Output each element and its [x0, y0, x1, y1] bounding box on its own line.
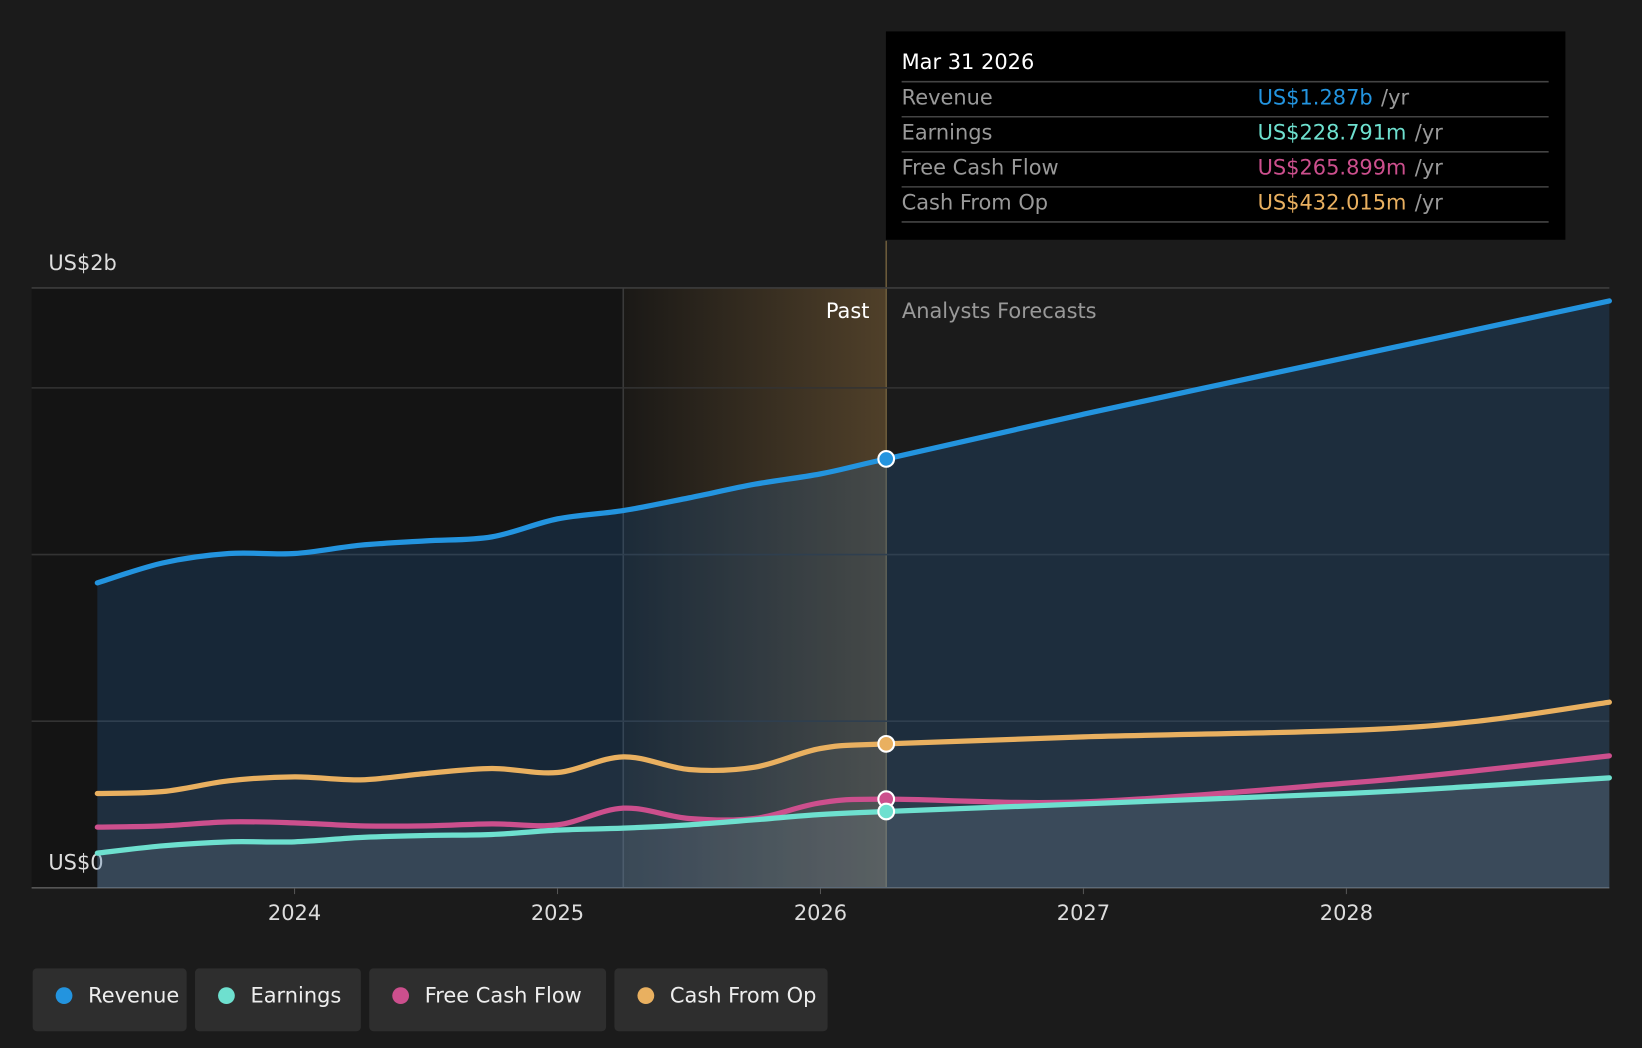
past-label: Past — [826, 299, 870, 323]
tooltip-box — [885, 31, 1566, 240]
tooltip-unit: /yr — [1381, 85, 1409, 109]
legend-swatch — [392, 987, 410, 1005]
legend-button[interactable] — [195, 968, 361, 1032]
legend-item[interactable]: Revenue — [32, 968, 187, 1032]
x-tick-label: 2025 — [531, 901, 584, 925]
x-tick-label: 2026 — [794, 901, 847, 925]
y-tick-label: US$2b — [48, 251, 117, 275]
series-area — [97, 300, 1610, 888]
x-tick-label: 2024 — [268, 901, 321, 925]
legend-button[interactable] — [369, 968, 607, 1032]
tooltip-unit: /yr — [1415, 156, 1443, 180]
legend-item[interactable]: Free Cash Flow — [369, 968, 607, 1032]
legend-item[interactable]: Cash From Op — [614, 968, 828, 1032]
legend-swatch — [637, 987, 655, 1005]
tooltip-amount: US$265.899m — [1258, 156, 1407, 180]
legend-swatch — [55, 987, 73, 1005]
point-marker — [877, 802, 896, 821]
legend-label: Earnings — [251, 984, 342, 1008]
series-area — [97, 755, 1610, 888]
x-tick-label: 2028 — [1320, 901, 1373, 925]
tooltip-amount: US$228.791m — [1258, 120, 1407, 144]
series-line — [94, 699, 1612, 797]
tooltip-value: US$432.015m/yr — [1258, 191, 1444, 215]
series-line — [94, 775, 1612, 856]
legend-label: Cash From Op — [670, 984, 816, 1008]
tooltip-label: Cash From Op — [902, 191, 1048, 215]
legend-button[interactable] — [32, 968, 187, 1032]
point-marker — [877, 734, 896, 753]
y-tick-label: US$0 — [48, 851, 103, 875]
legend-swatch — [218, 987, 235, 1005]
tooltip-amount: US$432.015m — [1258, 191, 1407, 215]
legend-item[interactable]: Earnings — [195, 968, 361, 1032]
tooltip-unit: /yr — [1415, 120, 1443, 144]
series-area — [97, 702, 1610, 888]
tooltip-value: US$1.287b/yr — [1258, 85, 1410, 109]
tooltip-label: Free Cash Flow — [902, 156, 1059, 180]
legend-button[interactable] — [614, 968, 828, 1032]
series-line — [94, 753, 1612, 830]
tooltip-label: Earnings — [902, 120, 993, 144]
tooltip-amount: US$1.287b — [1258, 85, 1373, 109]
point-marker — [877, 449, 896, 468]
tooltip-date: Mar 31 2026 — [902, 50, 1035, 74]
tooltip-value: US$265.899m/yr — [1258, 156, 1444, 180]
tooltip-label: Revenue — [902, 85, 993, 109]
series-line — [94, 298, 1612, 586]
x-tick-label: 2027 — [1057, 901, 1110, 925]
legend-label: Revenue — [88, 984, 179, 1008]
tooltip-unit: /yr — [1415, 191, 1443, 215]
legend-label: Free Cash Flow — [425, 984, 582, 1008]
forecast-label: Analysts Forecasts — [902, 299, 1097, 323]
series-area — [97, 777, 1610, 888]
tooltip-value: US$228.791m/yr — [1258, 120, 1444, 144]
